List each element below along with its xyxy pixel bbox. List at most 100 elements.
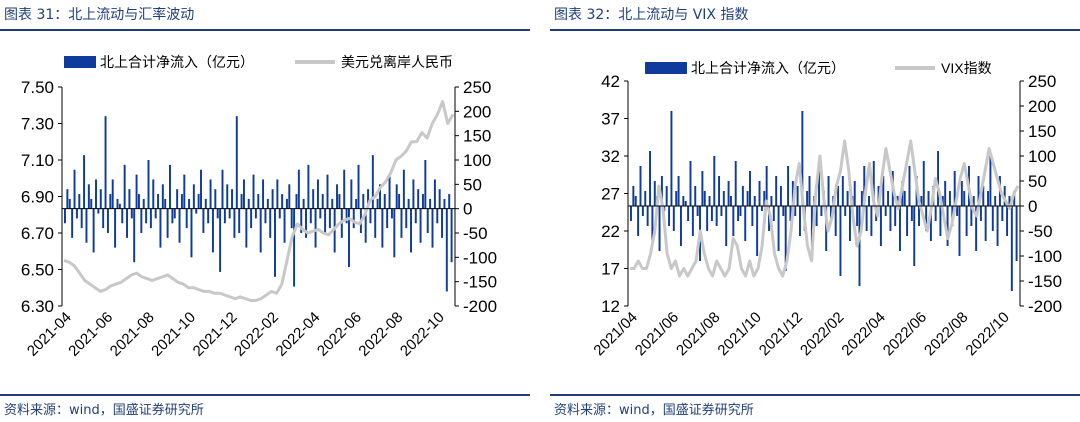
x-tick-label: 2022/02: [797, 309, 847, 359]
flow-bar: [390, 208, 393, 219]
left-y-tick-label: 32: [601, 147, 620, 166]
flow-bar: [694, 186, 697, 206]
flow-bar: [991, 206, 994, 231]
flow-bar: [436, 208, 439, 224]
flow-bar: [252, 174, 255, 209]
flow-bar: [140, 208, 143, 233]
flow-bar: [302, 198, 305, 209]
flow-bar: [85, 208, 88, 243]
flow-bar: [87, 184, 90, 209]
left-y-tick-label: 37: [601, 110, 620, 129]
flow-bar: [696, 206, 699, 216]
flow-bar: [746, 191, 749, 206]
flow-bar: [97, 208, 100, 214]
flow-bar: [104, 116, 107, 209]
flow-bar: [183, 174, 186, 209]
right-y-tick-label: 0: [1028, 197, 1037, 216]
flow-bar: [801, 111, 804, 206]
flow-bar: [853, 181, 856, 206]
flow-bar: [856, 206, 859, 226]
flow-bar: [336, 184, 339, 209]
flow-bar: [274, 208, 276, 277]
right-y-tick-label: 200: [1028, 97, 1056, 116]
flow-bar: [753, 196, 756, 206]
flow-bar: [889, 206, 892, 231]
flow-bar: [841, 176, 844, 206]
flow-bar: [321, 194, 324, 209]
flow-bar: [634, 196, 637, 206]
flow-bar: [658, 206, 661, 251]
flow-bar: [414, 208, 417, 224]
flow-bar: [254, 208, 257, 219]
flow-bar: [362, 194, 365, 209]
flow-bar: [868, 196, 870, 206]
flow-bar: [376, 198, 379, 209]
source-note: 资料来源：wind，国盛证券研究所: [4, 403, 204, 418]
flow-bar: [111, 179, 114, 209]
flow-bar: [367, 189, 370, 209]
x-tick-label: 2022/10: [962, 309, 1012, 359]
flow-bar: [350, 179, 353, 209]
flow-bar: [288, 184, 291, 209]
x-tick-label: 2022-10: [397, 309, 448, 360]
flow-bar: [722, 191, 725, 206]
left-y-tick-label: 42: [601, 72, 620, 91]
flow-bar: [123, 164, 126, 209]
flow-bar: [419, 208, 422, 243]
figure-title: 图表 31：北上流动与汇率波动: [4, 7, 195, 23]
flow-bar: [130, 208, 133, 219]
flow-bar: [245, 208, 248, 248]
flow-bar: [381, 208, 384, 248]
flow-bar: [922, 161, 925, 206]
flow-bar: [884, 206, 887, 216]
flow-bar: [312, 189, 315, 209]
flow-bar: [424, 160, 427, 209]
flow-bar: [820, 206, 823, 216]
flow-bar: [772, 206, 775, 221]
figure-title: 图表 32：北上流动与 VIX 指数: [554, 7, 749, 23]
flow-bar: [290, 208, 293, 229]
flow-bar: [152, 179, 155, 209]
flow-bar: [665, 186, 668, 206]
flow-bar: [369, 208, 372, 224]
flow-bar: [989, 156, 992, 206]
flow-bar: [739, 206, 742, 216]
flow-bar: [794, 206, 797, 216]
flow-bar: [948, 191, 951, 206]
flow-bar: [768, 206, 771, 231]
flow-bar: [235, 116, 238, 209]
flow-bar: [300, 208, 303, 233]
flow-bar: [987, 191, 990, 206]
x-tick-label: 2021-04: [24, 309, 75, 360]
flow-bar: [860, 191, 863, 206]
flow-bar: [398, 194, 401, 209]
flow-bar: [1015, 206, 1018, 261]
flow-bar: [734, 161, 737, 206]
flow-bar: [195, 208, 198, 214]
flow-bar: [644, 191, 647, 206]
flow-bar: [169, 164, 171, 209]
flow-bar: [1001, 206, 1004, 221]
right-y-tick-label: -150: [1028, 272, 1062, 291]
flow-bar: [164, 198, 167, 209]
flow-bar: [846, 191, 849, 206]
flow-bar: [328, 208, 331, 229]
flow-bar: [266, 198, 269, 209]
flow-bar: [137, 194, 140, 209]
flow-bar: [431, 208, 434, 248]
flow-bar: [271, 189, 274, 209]
flow-bar: [200, 169, 202, 209]
flow-bar: [720, 206, 723, 216]
flow-bar: [305, 208, 307, 238]
flow-bar: [958, 206, 961, 256]
legend-label: 美元兑离岸人民币: [341, 54, 453, 70]
right-y-tick-label: -100: [1028, 247, 1062, 266]
right-y-tick-label: 50: [1028, 172, 1047, 191]
flow-bar: [827, 176, 830, 206]
flow-bar: [848, 206, 851, 241]
flow-bar: [894, 206, 897, 226]
flow-bar: [118, 203, 121, 209]
flow-bar: [357, 164, 360, 209]
flow-bar: [83, 155, 86, 209]
flow-bar: [829, 206, 832, 221]
